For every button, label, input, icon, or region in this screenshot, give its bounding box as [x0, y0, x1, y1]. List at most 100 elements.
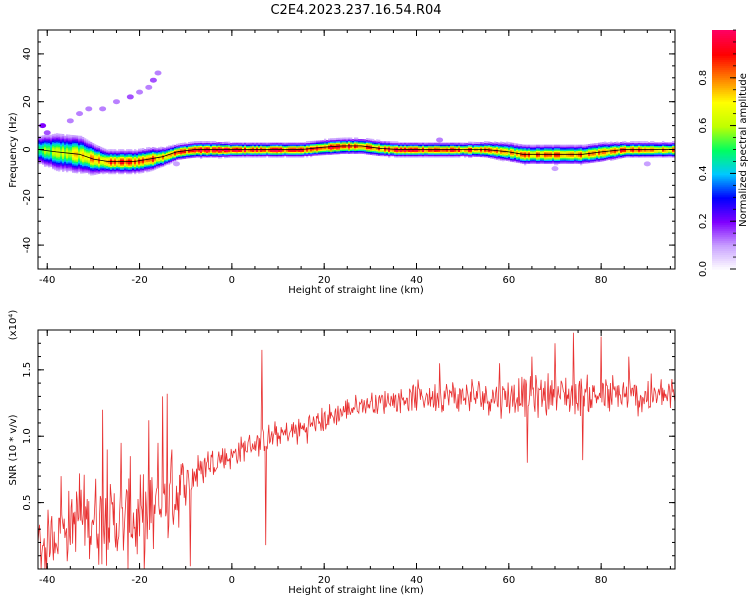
heatmap-cell — [132, 169, 135, 172]
heatmap-cell — [208, 152, 211, 155]
heatmap-cell — [48, 136, 51, 139]
heatmap-cell — [596, 145, 599, 148]
heatmap-cell — [120, 165, 123, 167]
heatmap-cell — [346, 139, 349, 141]
heatmap-cell — [64, 140, 67, 142]
heatmap-cell — [370, 140, 373, 143]
heatmap-cell — [376, 145, 379, 148]
heatmap-cell — [476, 152, 479, 154]
heatmap-cell — [60, 149, 63, 152]
heatmap-cell — [50, 164, 53, 167]
heatmap-cell — [60, 163, 63, 166]
heatmap-cell — [660, 145, 663, 148]
heatmap-cell — [328, 149, 331, 152]
heatmap-cell — [452, 152, 455, 155]
heatmap-cell — [428, 145, 431, 148]
heatmap-cell — [608, 142, 611, 145]
heatmap-cell — [526, 149, 529, 151]
heatmap-cell — [200, 144, 203, 146]
heatmap-cell — [456, 147, 459, 149]
heatmap-cell — [624, 149, 627, 152]
heatmap-cell — [526, 147, 529, 150]
heatmap-cell — [540, 156, 543, 159]
heatmap-cell — [116, 159, 119, 162]
colorbar-swatch — [712, 151, 736, 155]
heatmap-cell — [162, 163, 165, 166]
colorbar-swatch — [712, 169, 736, 173]
heatmap-cell — [604, 141, 607, 144]
heatmap-cell — [56, 156, 59, 159]
heatmap-cell — [532, 151, 535, 154]
heatmap-cell — [530, 160, 533, 163]
heatmap-cell — [534, 144, 537, 147]
heatmap-cell — [364, 146, 367, 149]
heatmap-cell — [44, 134, 47, 137]
heatmap-cell — [58, 140, 61, 143]
heatmap-cell — [216, 152, 219, 155]
heatmap-cell — [634, 154, 637, 156]
heatmap-cell — [74, 162, 77, 165]
heatmap-cell — [528, 149, 531, 151]
heatmap-cell — [206, 154, 209, 156]
heatmap-cell — [232, 142, 235, 145]
heatmap-cell — [356, 147, 359, 150]
heatmap-cell — [320, 144, 323, 147]
heatmap-cell — [108, 162, 111, 165]
heatmap-cell — [238, 144, 241, 147]
heatmap-cell — [526, 159, 529, 161]
heatmap-cell — [564, 151, 567, 154]
heatmap-cell — [372, 141, 375, 144]
heatmap-cell — [82, 152, 85, 155]
heatmap-cell — [94, 164, 97, 167]
heatmap-cell — [398, 145, 401, 148]
heatmap-cell — [358, 151, 361, 154]
heatmap-cell — [414, 145, 417, 148]
heatmap-cell — [134, 172, 137, 175]
heatmap-cell — [172, 148, 175, 151]
heatmap-cell — [442, 149, 445, 152]
heatmap-cell — [442, 144, 445, 147]
heatmap-cell — [316, 146, 319, 149]
heatmap-cell — [338, 146, 341, 149]
heatmap-cell — [148, 164, 151, 167]
heatmap-cell — [254, 154, 257, 157]
heatmap-cell — [514, 147, 517, 150]
heatmap-cell — [96, 172, 99, 175]
heatmap-cell — [348, 151, 351, 154]
heatmap-cell — [640, 149, 643, 152]
heatmap-cell — [106, 165, 109, 168]
heatmap-cell — [138, 150, 141, 153]
heatmap-cell — [184, 148, 187, 151]
heatmap-cell — [588, 161, 591, 164]
heatmap-cell — [98, 169, 101, 171]
heatmap-cell — [132, 170, 135, 173]
heatmap-cell — [418, 155, 421, 158]
heatmap-cell — [416, 152, 419, 155]
heatmap-cell — [422, 147, 425, 149]
colorbar-swatch — [712, 209, 736, 212]
heatmap-cell — [58, 143, 61, 146]
heatmap-cell — [72, 139, 75, 142]
heatmap-cell — [352, 139, 355, 141]
heatmap-cell — [104, 161, 107, 164]
heatmap-cell — [500, 158, 503, 161]
y-tick-label: 0 — [22, 146, 33, 152]
snr-y-axis: 0.51.01.5 — [22, 329, 675, 570]
heatmap-cell — [462, 142, 465, 145]
heatmap-cell — [442, 152, 445, 155]
heatmap-cell — [598, 148, 601, 151]
heatmap-cell — [142, 160, 145, 163]
heatmap-cell — [526, 160, 529, 163]
heatmap-cell — [628, 154, 631, 156]
heatmap-cell — [218, 148, 221, 150]
heatmap-cell — [88, 140, 91, 143]
heatmap-cell — [358, 150, 361, 153]
heatmap-cell — [374, 143, 377, 146]
heatmap-cell — [592, 146, 595, 149]
heatmap-cell — [154, 154, 157, 157]
heatmap-cell — [110, 170, 113, 173]
heatmap-cell — [342, 146, 345, 149]
heatmap-cell — [350, 147, 353, 150]
heatmap-blob — [172, 161, 180, 167]
heatmap-cell — [476, 143, 479, 146]
